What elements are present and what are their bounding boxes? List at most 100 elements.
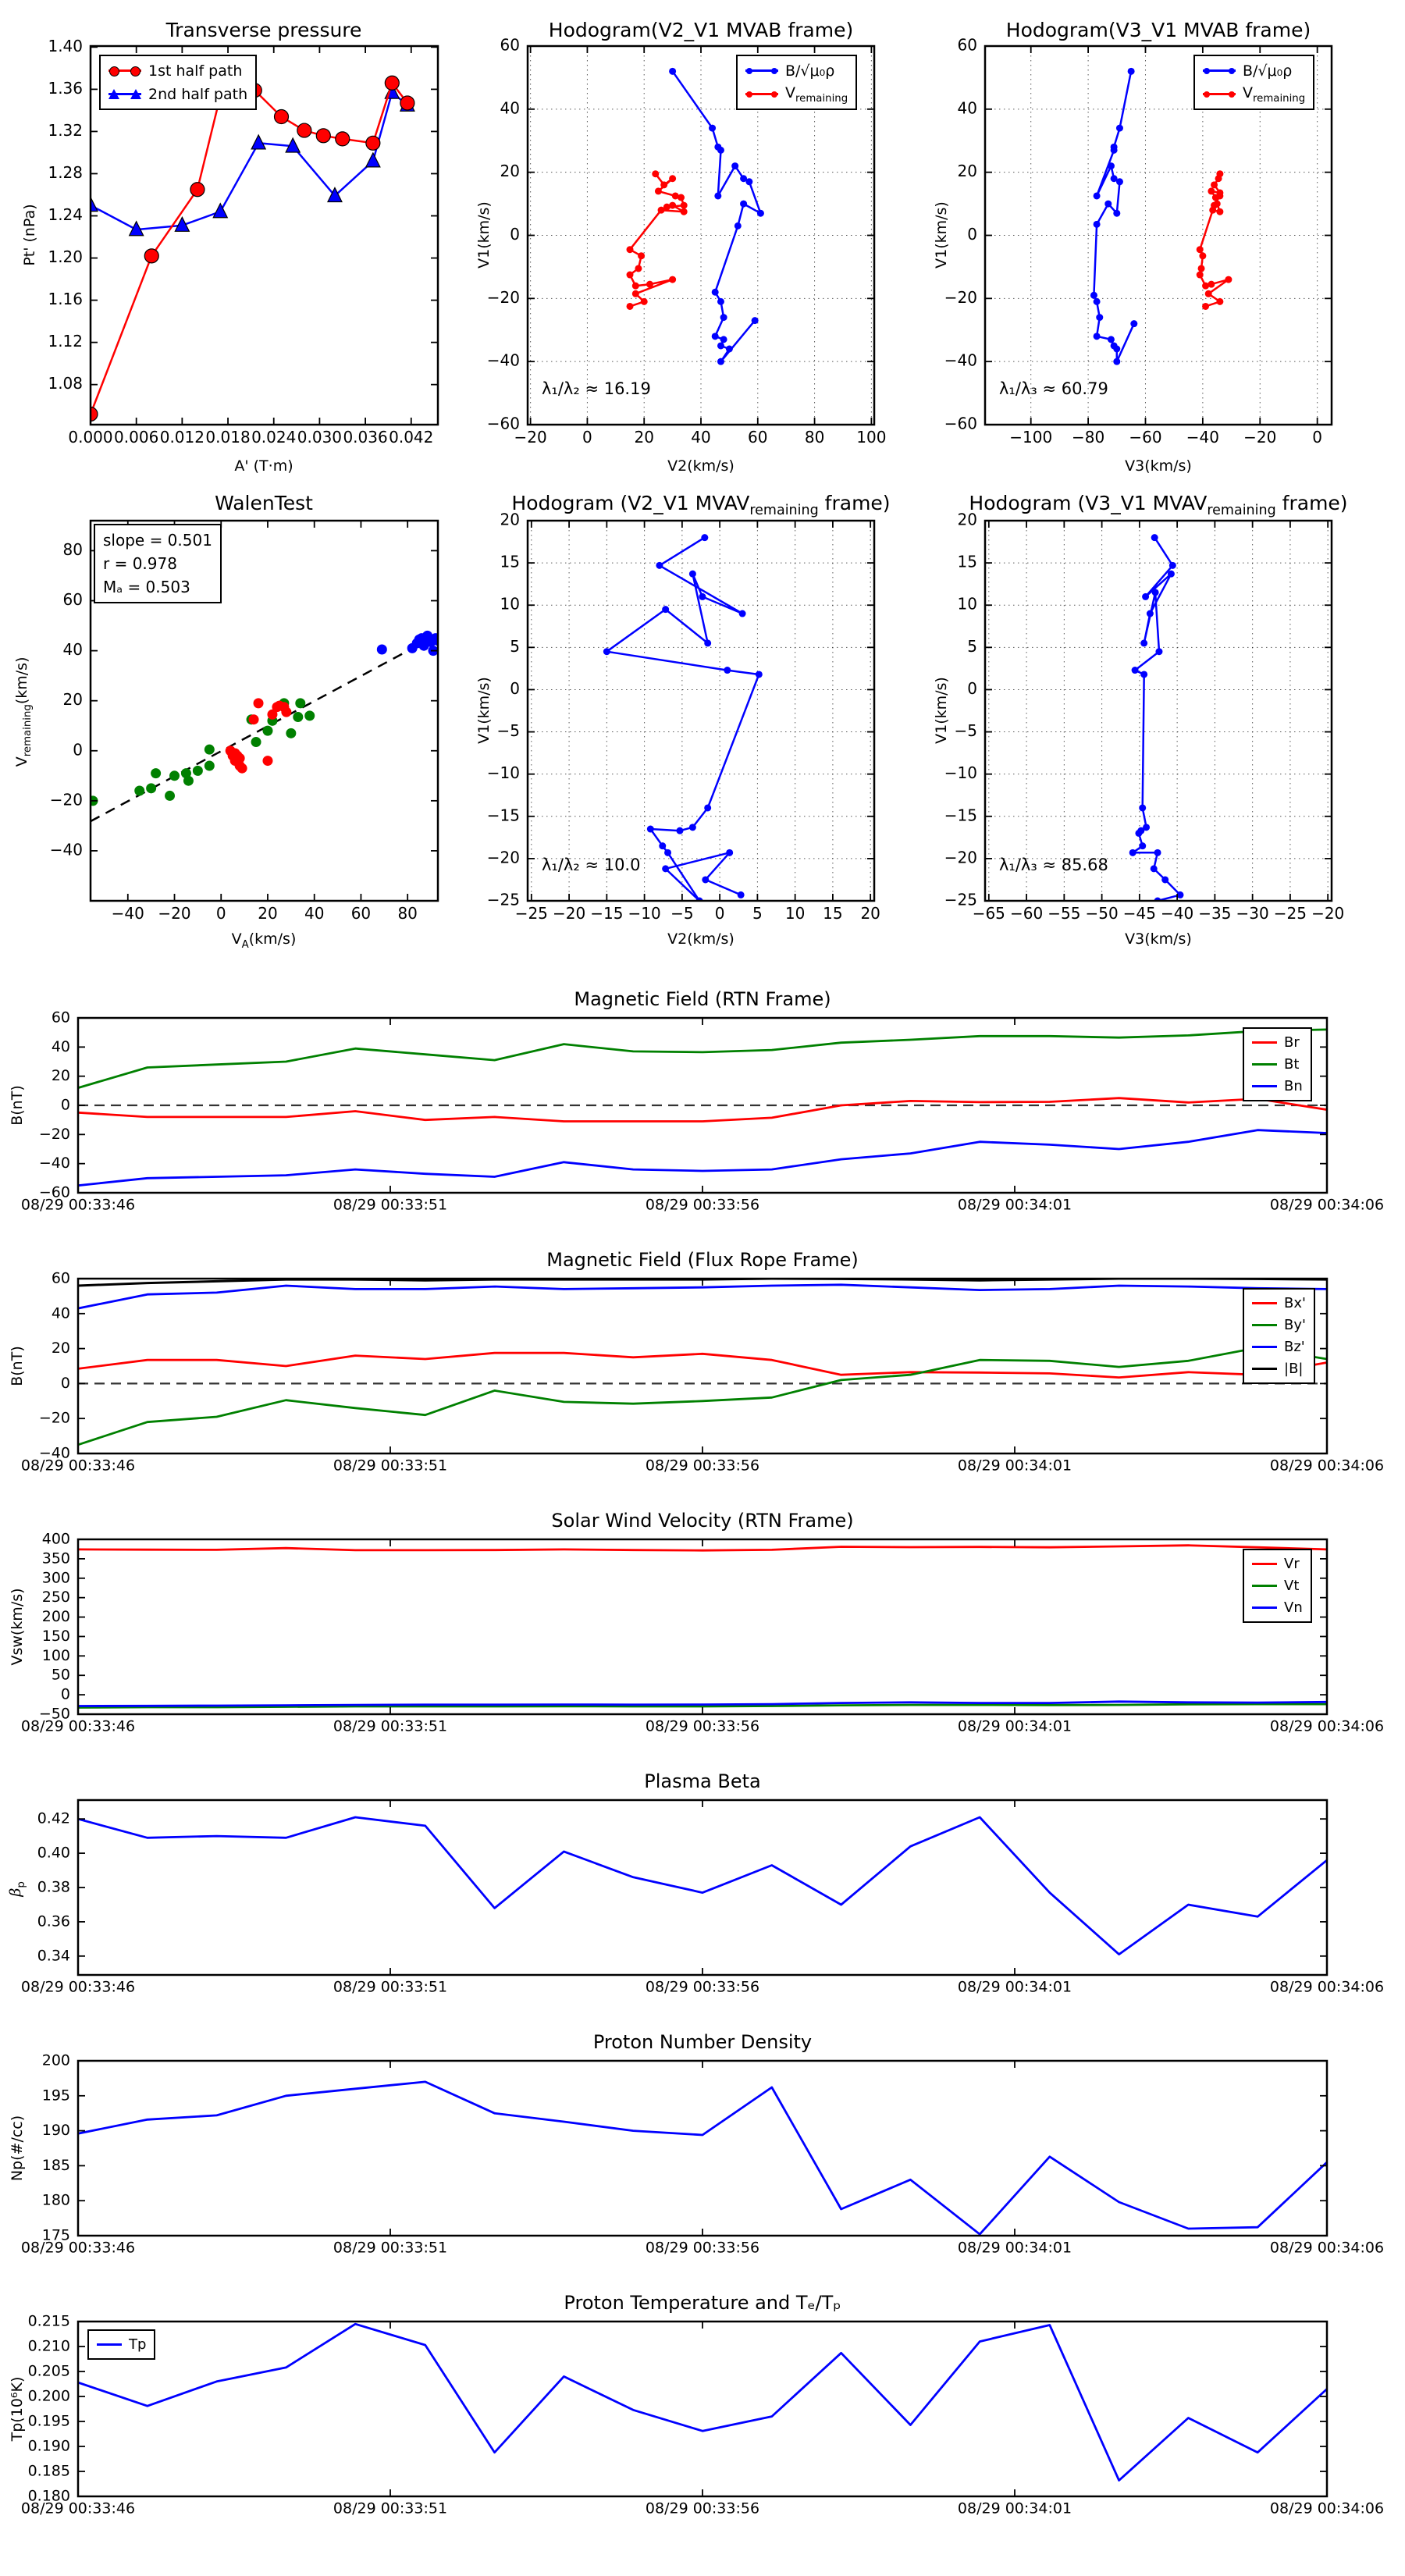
y-tick-label: 0 — [967, 679, 977, 698]
x-tick-label: −60 — [1129, 428, 1161, 447]
y-tick-label: 0.200 — [28, 2388, 70, 2405]
dot-marker-icon — [745, 65, 778, 77]
y-tick-label: −60 — [39, 1184, 70, 1201]
x-tick-label: 80 — [397, 904, 417, 923]
y-tick-label: 20 — [958, 511, 977, 529]
y-tick-label: 300 — [42, 1569, 70, 1586]
title-magnetic-field-rtn: Magnetic Field (RTN Frame) — [574, 988, 831, 1010]
y-tick-label: 190 — [42, 2122, 70, 2139]
y-tick-label: 0.190 — [28, 2438, 70, 2455]
legend-magnetic-field-rtn: Br Bt Bn — [1243, 1027, 1312, 1101]
series-bn — [78, 1129, 1327, 1187]
y-tick-label: 15 — [500, 553, 520, 571]
y-tick-label: −50 — [39, 1706, 70, 1723]
y-tick-label: 1.12 — [48, 332, 83, 350]
y-tick-label: 1.32 — [48, 121, 83, 140]
line-swatch-icon — [1252, 1585, 1277, 1587]
y-tick-label: 50 — [52, 1667, 70, 1684]
x-tick-label: 0 — [715, 904, 725, 923]
legend-item: Bt — [1252, 1055, 1303, 1074]
panel-solar-wind-velocity-rtn: 08/29 00:33:46 08/29 00:33:51 08/29 00:33:… — [21, 1531, 1384, 1735]
legend-item: Bx' — [1252, 1293, 1306, 1313]
x-tick-label: 0.036 — [343, 428, 387, 447]
series-by-prime — [78, 1347, 1327, 1446]
y-tick-label: −20 — [39, 1410, 70, 1427]
y-tick-label: 10 — [958, 595, 977, 614]
y-tick-label: 0.38 — [37, 1879, 70, 1896]
y-tick-label: 0.36 — [37, 1912, 70, 1930]
y-tick-label: 1.40 — [48, 37, 83, 55]
y-tick-label: 0.215 — [28, 2313, 70, 2330]
dot-marker-icon — [745, 88, 778, 101]
ylabel-proton-number-density: Np(#/cc) — [9, 2115, 26, 2182]
x-tick-label: 08/29 00:33:46 — [21, 2240, 135, 2257]
y-tick-label: 60 — [500, 36, 520, 55]
legend-item: Bz' — [1252, 1337, 1306, 1357]
y-tick-label: −10 — [944, 763, 977, 782]
legend-transverse-pressure: 1st half path 2nd half path — [99, 55, 258, 110]
xlabel-hodogram-v2v1-mvab: V2(km/s) — [667, 457, 735, 475]
series-b-over-sqrt-mu0rho — [671, 70, 762, 363]
y-tick-label: 0.195 — [28, 2413, 70, 2430]
line-swatch-icon — [1252, 1606, 1277, 1609]
x-tick-label: −20 — [1243, 428, 1276, 447]
x-tick-label: 60 — [351, 904, 371, 923]
y-tick-label: 40 — [52, 1304, 70, 1322]
y-tick-label: 0 — [61, 1686, 70, 1703]
x-tick-label: 08/29 00:34:06 — [1270, 1197, 1384, 1214]
x-tick-label: 08/29 00:33:56 — [646, 1718, 759, 1735]
x-tick-label: 0.018 — [205, 428, 250, 447]
y-tick-label: −20 — [50, 790, 83, 809]
line-swatch-icon — [1252, 1063, 1277, 1066]
x-tick-label: 08/29 00:33:46 — [21, 1979, 135, 1996]
y-tick-label: −40 — [487, 351, 520, 370]
y-tick-label: 400 — [42, 1531, 70, 1548]
series-np — [78, 2080, 1327, 2236]
legend-item: 1st half path — [108, 60, 247, 81]
y-tick-label: −20 — [944, 848, 977, 866]
x-tick-label: 08/29 00:33:51 — [333, 2240, 447, 2257]
legend-item: Bn — [1252, 1076, 1303, 1096]
x-tick-label: 20 — [258, 904, 277, 923]
y-tick-label: −25 — [944, 891, 977, 909]
y-tick-label: 1.24 — [48, 205, 83, 224]
x-tick-label: 08/29 00:33:46 — [21, 1718, 135, 1735]
ylabel-hodogram-v3v1-mvav: V1(km/s) — [933, 677, 950, 744]
lambda-ratio-annotation: λ₁/λ₃ ≈ 85.68 — [999, 856, 1108, 874]
y-tick-label: 20 — [63, 690, 83, 709]
series-vt — [78, 1703, 1327, 1709]
title-proton-temperature: Proton Temperature and Tₑ/Tₚ — [564, 2292, 841, 2314]
x-tick-label: −55 — [1048, 904, 1080, 923]
title-hodogram-v3v1-mvab: Hodogram(V3_V1 MVAB frame) — [1005, 19, 1311, 41]
x-tick-label: 0 — [1312, 428, 1322, 447]
y-tick-label: 40 — [52, 1038, 70, 1055]
legend-solar-wind-velocity: Vr Vt Vn — [1243, 1549, 1312, 1623]
y-tick-label: 175 — [42, 2227, 70, 2244]
title-walen-test: WalenTest — [215, 492, 313, 514]
y-tick-label: 185 — [42, 2157, 70, 2174]
walen-ma: Mₐ = 0.503 — [103, 578, 190, 596]
x-tick-label: 08/29 00:34:06 — [1270, 2240, 1384, 2257]
y-tick-label: 0.210 — [28, 2338, 70, 2355]
x-tick-label: 08/29 00:34:01 — [958, 1197, 1072, 1214]
title-plasma-beta: Plasma Beta — [644, 1770, 761, 1792]
title-magnetic-field-flux-rope: Magnetic Field (Flux Rope Frame) — [546, 1249, 859, 1271]
x-tick-label: 08/29 00:34:06 — [1270, 1718, 1384, 1735]
x-tick-label: 80 — [805, 428, 824, 447]
y-tick-label: 20 — [52, 1067, 70, 1084]
x-tick-label: 08/29 00:34:01 — [958, 1979, 1072, 1996]
panel-hodogram-v2v1-mvab: −20 0 20 40 60 80 100 60 40 20 0 −20 −40 −60 — [487, 36, 887, 447]
x-tick-label: 0.024 — [251, 428, 296, 447]
y-tick-label: −15 — [944, 806, 977, 824]
legend-item: Vremaining — [1203, 84, 1305, 105]
x-tick-label: 08/29 00:33:51 — [333, 2500, 447, 2517]
y-tick-label: −15 — [487, 806, 520, 824]
panel-magnetic-field-flux-rope: 08/29 00:33:46 08/29 00:33:51 08/29 00:33:… — [21, 1270, 1384, 1475]
series-second-half-path — [91, 91, 408, 231]
line-swatch-icon — [1252, 1085, 1277, 1087]
dot-marker-icon — [1203, 65, 1236, 77]
xlabel-transverse-pressure: A' (T·m) — [234, 457, 293, 475]
x-tick-label: −35 — [1198, 904, 1231, 923]
legend-hodogram-v3v1-mvab: B/√μ₀ρ Vremaining — [1193, 55, 1315, 110]
ylabel-magnetic-field-flux-rope: B(nT) — [9, 1346, 26, 1386]
